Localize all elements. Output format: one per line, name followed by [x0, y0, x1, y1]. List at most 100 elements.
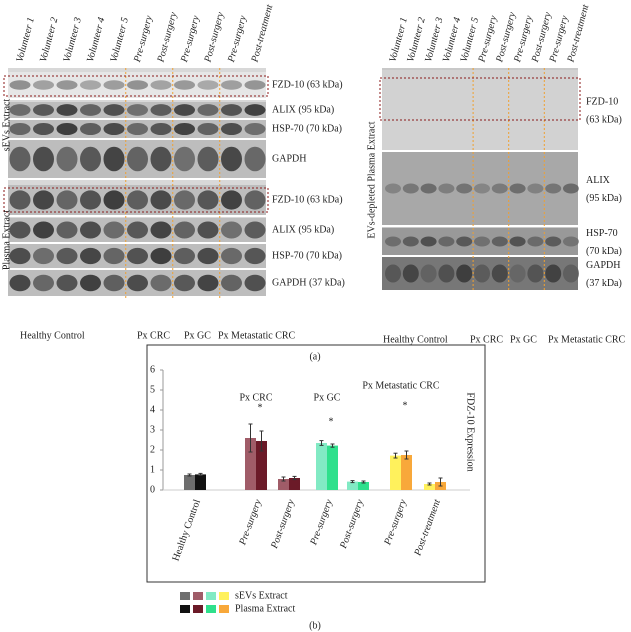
blot-band	[456, 264, 473, 283]
highlight-box	[379, 77, 581, 121]
blot-band	[127, 146, 148, 172]
lane-label: Volunteer 5	[108, 16, 130, 63]
blot-band	[197, 146, 219, 172]
blot-band	[56, 247, 78, 265]
blot-band	[402, 236, 419, 247]
blot-band	[56, 80, 78, 90]
blot-band	[127, 190, 148, 210]
blot-band	[221, 274, 242, 292]
blot-band	[33, 274, 54, 292]
blot-band	[474, 236, 490, 247]
legend-swatch	[219, 592, 229, 600]
blot-band	[509, 236, 526, 247]
blot-band	[103, 146, 125, 172]
y-axis-title: FDZ-10 Expression	[465, 392, 476, 471]
group-label: Px CRC	[137, 330, 170, 341]
blot-band	[33, 146, 54, 172]
bar	[347, 481, 358, 490]
group-label: Px Metastatic CRC	[218, 330, 296, 341]
blot-band	[174, 221, 195, 239]
y-tick-label: 3	[150, 424, 155, 435]
x-tick-label: Pre-surgery	[308, 498, 335, 548]
blot-band	[527, 236, 544, 247]
blot-band	[127, 221, 148, 239]
blot-band	[197, 80, 219, 90]
blot-band	[491, 236, 508, 247]
group-label: Px CRC	[470, 334, 503, 345]
blot-band	[474, 264, 490, 283]
blot-band	[563, 264, 579, 283]
blot-band	[56, 274, 78, 292]
panel-label: (b)	[309, 620, 321, 631]
lane-label: Volunteer 3	[61, 16, 83, 63]
blot-band	[150, 122, 172, 136]
blot-band	[33, 80, 54, 90]
blot-band	[56, 190, 78, 210]
highlight-box	[3, 187, 269, 213]
band-label: FZD-10 (63 kDa)	[272, 194, 343, 205]
x-tick-label: Pre-surgery	[382, 498, 409, 548]
y-tick-label: 6	[150, 364, 155, 375]
blot-band	[174, 247, 195, 265]
blot-band	[402, 183, 419, 194]
highlight-box	[3, 75, 269, 97]
band-label: HSP-70 (70 kDa)	[272, 123, 342, 134]
blot-band	[80, 221, 101, 239]
blot-band	[385, 264, 401, 283]
blot-band	[456, 236, 473, 247]
blot-band	[103, 247, 125, 265]
blot-band	[221, 190, 242, 210]
bar	[195, 474, 206, 490]
blot-band	[103, 122, 125, 136]
blot-band	[80, 247, 101, 265]
blot-band	[150, 221, 172, 239]
band-label: HSP-70	[586, 228, 618, 239]
blot-band	[150, 274, 172, 292]
blot-band	[221, 80, 242, 90]
blot-band	[174, 190, 195, 210]
blot-band	[491, 183, 508, 194]
group-label: Px GC	[510, 334, 537, 345]
y-tick-label: 2	[150, 444, 155, 455]
band-label: HSP-70 (70 kDa)	[272, 250, 342, 261]
blot-band	[438, 183, 455, 194]
blot-band	[174, 104, 195, 116]
bar	[390, 455, 401, 490]
blot-band	[197, 221, 219, 239]
blot-band	[221, 104, 242, 116]
band-label: ALIX	[586, 175, 611, 186]
blot-band	[438, 264, 455, 283]
lane-label: Post-surgery	[202, 10, 226, 64]
band-label: FZD-10 (63 kDa)	[272, 79, 343, 90]
blot-band	[491, 264, 508, 283]
legend-swatch	[206, 605, 216, 613]
band-label: (63 kDa)	[586, 114, 622, 125]
annotation: Px Metastatic CRC	[362, 380, 440, 391]
annotation: *	[329, 416, 334, 427]
blot-band	[509, 264, 526, 283]
blot-band	[127, 80, 148, 90]
blot-strip	[382, 70, 578, 150]
x-tick-label: Post-surgery	[338, 498, 366, 551]
y-tick-label: 4	[150, 404, 155, 415]
annotation: *	[403, 400, 408, 411]
blot-band	[127, 104, 148, 116]
lane-label: Post-surgery	[155, 10, 179, 64]
blot-band	[545, 236, 562, 247]
blot-band	[420, 236, 437, 247]
blot-band	[9, 104, 31, 116]
bar	[278, 479, 289, 490]
blot-band	[221, 247, 242, 265]
blot-band	[474, 183, 490, 194]
blot-band	[438, 236, 455, 247]
bar	[401, 455, 412, 490]
legend-swatch	[219, 605, 229, 613]
blot-band	[150, 247, 172, 265]
band-label: ALIX (95 kDa)	[272, 224, 334, 235]
x-tick-label: Healthy Control	[171, 498, 204, 563]
blot-band	[9, 80, 31, 90]
bar	[184, 475, 195, 490]
band-label: (95 kDa)	[586, 193, 622, 204]
bar	[256, 441, 267, 490]
